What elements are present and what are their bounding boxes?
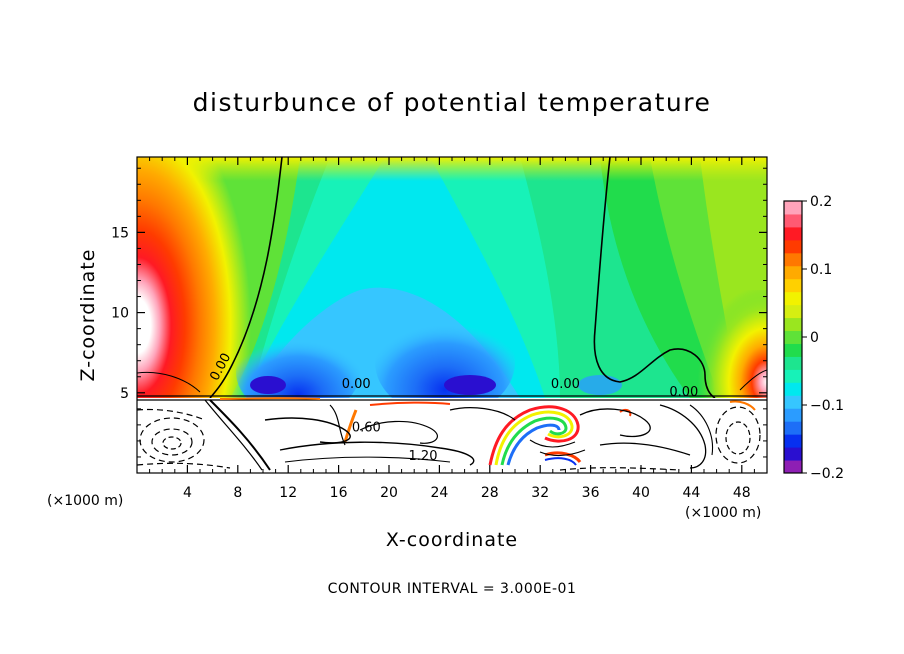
colorbar-swatch — [784, 252, 802, 267]
contour-label: 0.00 — [551, 377, 580, 392]
x-tick-label: 8 — [233, 485, 242, 501]
colorbar-swatch — [784, 369, 802, 383]
colorbar-swatch — [784, 265, 802, 280]
colorbar-tick-label: −0.1 — [810, 398, 844, 414]
contour-label: 1.20 — [409, 449, 438, 464]
colorbar — [783, 200, 803, 474]
x-tick-label: 36 — [582, 485, 600, 501]
colorbar-swatch — [784, 304, 802, 319]
colorbar-tick-label: 0.2 — [810, 194, 832, 210]
x-axis-label: X-coordinate — [386, 529, 518, 551]
upper-field — [137, 157, 767, 398]
colorbar-swatch — [784, 408, 802, 422]
contour-label: 0.60 — [352, 420, 381, 435]
colorbar-swatch — [784, 434, 802, 448]
x-tick-label: 44 — [682, 485, 700, 501]
colorbar-tick-label: −0.2 — [810, 466, 844, 482]
colorbar-ticks: 0.2 0.1 0 −0.1 −0.2 — [802, 194, 844, 482]
x-unit-left: (×1000 m) — [47, 493, 123, 509]
contour-label: 0.00 — [342, 377, 371, 392]
colorbar-swatch — [784, 343, 802, 357]
x-tick-label: 28 — [481, 485, 499, 501]
colorbar-swatch — [784, 226, 802, 241]
y-tick-label: 5 — [120, 386, 129, 402]
colorbar-swatch — [784, 213, 802, 228]
colorbar-swatch — [784, 460, 802, 474]
colorbar-swatch — [784, 447, 802, 461]
colorbar-swatch — [784, 330, 802, 344]
contour-label: 0.00 — [669, 385, 698, 400]
colorbar-tick-label: 0 — [810, 330, 819, 346]
contour-interval-note: CONTOUR INTERVAL = 3.000E-01 — [328, 581, 577, 597]
lower-field — [137, 395, 767, 473]
chart-title: disturbunce of potential temperature — [193, 88, 712, 117]
x-tick-label: 48 — [733, 485, 751, 501]
colorbar-swatch — [784, 382, 802, 396]
x-tick-label: 24 — [430, 485, 448, 501]
x-tick-label: 40 — [632, 485, 650, 501]
colorbar-swatch — [784, 317, 802, 332]
x-tick-label: 4 — [183, 485, 192, 501]
colorbar-swatch — [784, 201, 802, 215]
x-tick-label: 12 — [279, 485, 297, 501]
x-axis-ticks: 4 8 12 16 20 24 28 32 36 40 44 48 — [149, 157, 755, 501]
x-tick-label: 32 — [531, 485, 549, 501]
colorbar-tick-label: 0.1 — [810, 262, 832, 278]
y-axis-label: Z-coordinate — [77, 249, 99, 382]
colorbar-swatch — [784, 291, 802, 306]
y-axis-ticks: 5 10 15 — [111, 167, 767, 458]
colorbar-swatch — [784, 239, 802, 254]
colorbar-swatch — [784, 356, 802, 370]
colorbar-swatch — [784, 395, 802, 409]
colorbar-swatch — [784, 421, 802, 435]
x-tick-label: 20 — [380, 485, 398, 501]
x-unit-right: (×1000 m) — [685, 505, 761, 521]
y-tick-label: 10 — [111, 306, 129, 322]
x-tick-label: 16 — [330, 485, 348, 501]
colorbar-swatch — [784, 278, 802, 293]
y-tick-label: 15 — [111, 225, 129, 241]
